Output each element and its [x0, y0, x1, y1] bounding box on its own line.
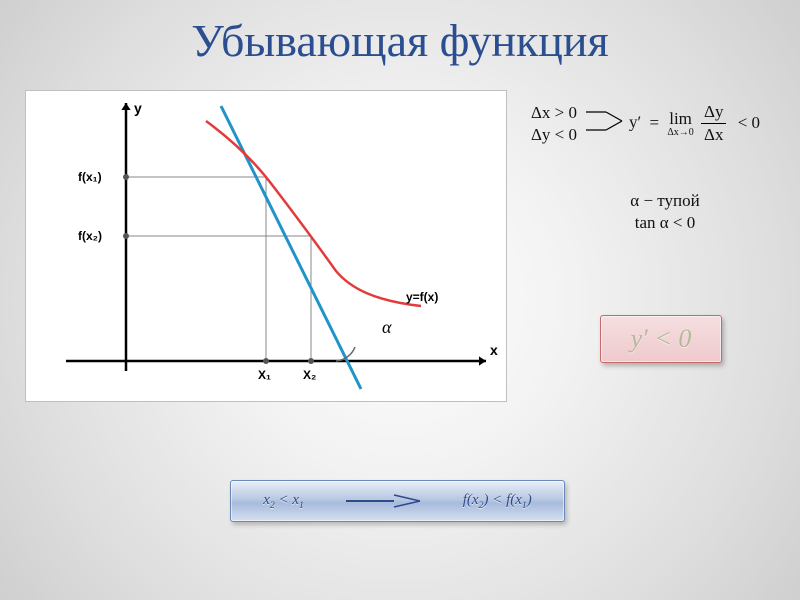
fx2-lt-fx1: f(x2) < f(x1)	[463, 492, 532, 511]
lim-sub: Δx→0	[667, 126, 693, 139]
alpha-obtuse: α − тупой	[590, 190, 740, 212]
svg-text:X₁: X₁	[258, 368, 271, 382]
math-conditions: Δx > 0 Δy < 0 y′ = lim Δx	[530, 100, 761, 147]
svg-text:f(x₁): f(x₁)	[78, 170, 102, 184]
result-box-blue: x2 < x1 f(x2) < f(x1)	[230, 480, 565, 522]
chart-svg: x y f(x₁) f(x₂) X₁ X₂ y=f(x) α	[26, 91, 506, 401]
implies-icon	[584, 102, 624, 140]
tan-alpha: tan α < 0	[590, 212, 740, 234]
slide: Убывающая функция x y f(x₁) f(x₂) X₁ X₂ y=f(x)…	[0, 0, 800, 600]
svg-text:X₂: X₂	[303, 368, 316, 382]
implies-arrow-icon	[344, 491, 422, 511]
page-title: Убывающая функция	[0, 14, 800, 67]
dx-cond: Δx > 0	[531, 102, 577, 124]
alpha-conditions: α − тупой tan α < 0	[590, 190, 740, 234]
eq-sym: =	[650, 113, 660, 132]
lt0: < 0	[738, 113, 760, 132]
chart-box: x y f(x₁) f(x₂) X₁ X₂ y=f(x) α	[25, 90, 507, 402]
svg-text:y=f(x): y=f(x)	[406, 290, 438, 304]
result-box-red: y′ < 0	[600, 315, 722, 363]
svg-text:f(x₂): f(x₂)	[78, 229, 102, 243]
svg-text:α: α	[382, 317, 392, 337]
yprime-neg: y′ < 0	[631, 324, 692, 353]
frac-den: Δx	[701, 124, 726, 146]
x2-lt-x1: x2 < x1	[263, 492, 304, 511]
svg-text:x: x	[490, 342, 498, 358]
dy-cond: Δy < 0	[531, 124, 577, 146]
frac-num: Δy	[701, 101, 726, 124]
svg-text:y: y	[134, 100, 142, 116]
yprime-sym: y′	[629, 113, 641, 132]
